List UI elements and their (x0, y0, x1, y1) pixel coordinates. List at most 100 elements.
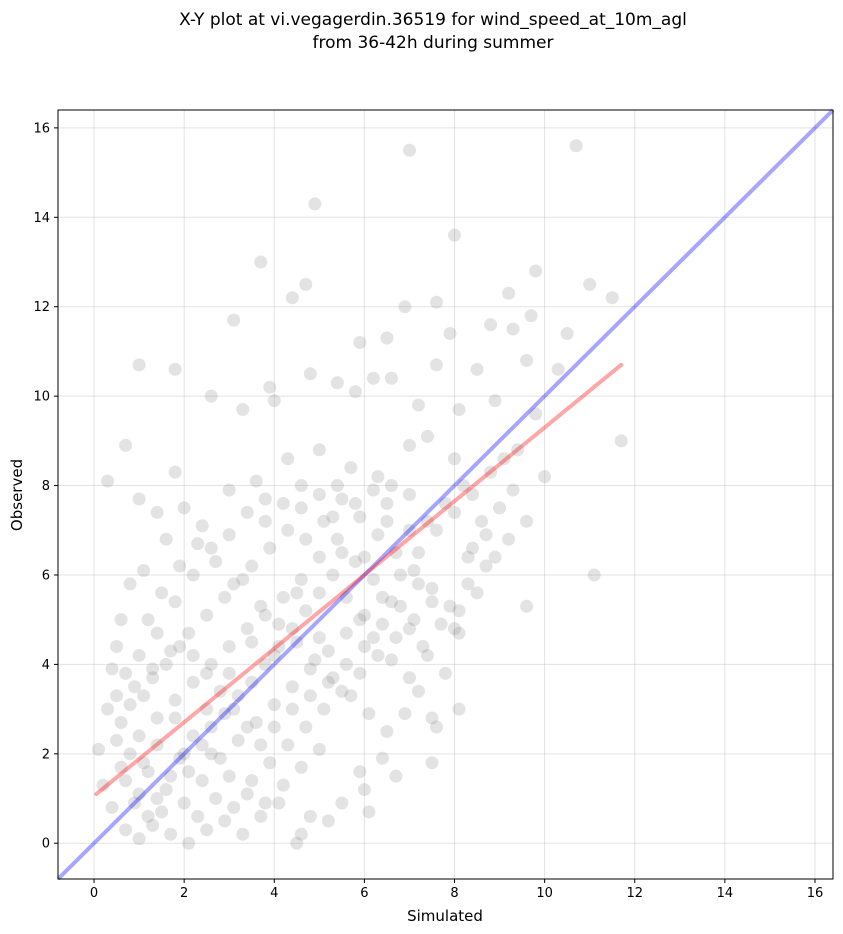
data-point-15 (529, 264, 543, 278)
x-tick-label-6: 6 (360, 886, 368, 901)
data-point-148 (466, 488, 480, 501)
data-point-27 (380, 331, 394, 345)
data-point-209 (371, 648, 385, 662)
data-point-165 (407, 564, 421, 578)
data-point-118 (312, 550, 326, 564)
data-point-59 (389, 769, 403, 783)
data-point-36 (303, 367, 317, 381)
data-point-117 (330, 532, 344, 546)
data-point-145 (411, 546, 425, 560)
data-point-62 (294, 827, 308, 841)
data-point-134 (213, 751, 227, 765)
data-point-239 (182, 765, 196, 779)
data-point-8 (254, 255, 268, 269)
x-axis-ticks: 0 2 4 6 8 10 12 14 16 (90, 879, 823, 901)
data-point-281 (132, 648, 146, 662)
data-point-7 (227, 313, 241, 327)
data-point-218 (173, 640, 187, 654)
x-tick-label-4: 4 (270, 886, 278, 901)
data-point-241 (204, 720, 218, 734)
data-point-289 (402, 523, 416, 537)
data-point-264 (439, 496, 452, 510)
data-point-30 (551, 362, 565, 376)
data-point-216 (146, 671, 160, 685)
data-point-190 (222, 769, 236, 783)
data-point-146 (429, 523, 443, 537)
data-point-65 (150, 505, 164, 519)
data-point-97 (218, 814, 232, 828)
x-tick-label-16: 16 (807, 886, 824, 901)
data-point-21 (443, 327, 457, 341)
y-tick-label-14: 14 (33, 211, 50, 226)
data-point-247 (285, 622, 299, 636)
data-point-149 (484, 465, 498, 479)
data-point-61 (290, 836, 304, 850)
data-point-214 (123, 698, 137, 712)
y-tick-label-0: 0 (42, 837, 50, 852)
data-point-89 (114, 760, 128, 774)
data-point-92 (132, 832, 146, 846)
data-point-155 (227, 577, 241, 591)
data-point-167 (443, 599, 457, 613)
data-point-52 (448, 622, 462, 636)
x-axis-label: Simulated (407, 907, 483, 925)
data-point-129 (123, 747, 137, 761)
data-point-295 (380, 514, 394, 528)
data-point-105 (398, 707, 412, 721)
data-point-180 (308, 653, 322, 667)
data-point-157 (263, 541, 277, 555)
x-tick-label-8: 8 (450, 886, 458, 901)
data-point-133 (195, 774, 209, 788)
data-point-137 (267, 698, 281, 712)
data-point-58 (353, 765, 367, 779)
data-point-152 (173, 559, 187, 573)
data-point-205 (299, 720, 313, 734)
data-point-200 (209, 792, 223, 806)
data-point-125 (186, 675, 200, 689)
data-point-283 (110, 689, 124, 703)
data-point-51 (461, 550, 475, 564)
data-point-235 (141, 809, 155, 823)
data-point-82 (159, 532, 173, 546)
data-point-285 (222, 666, 236, 680)
data-point-213 (114, 716, 128, 730)
data-point-28 (470, 362, 484, 376)
data-point-138 (285, 680, 299, 694)
data-point-163 (371, 528, 385, 542)
data-point-5 (168, 465, 182, 479)
data-point-260 (475, 514, 489, 528)
data-point-275 (240, 505, 254, 519)
data-point-197 (128, 796, 142, 810)
data-point-184 (380, 724, 394, 738)
data-point-115 (366, 572, 380, 586)
data-point-160 (317, 514, 331, 528)
data-point-236 (150, 792, 164, 806)
data-point-90 (105, 800, 119, 814)
data-point-11 (308, 197, 322, 211)
data-point-206 (317, 702, 331, 716)
data-point-34 (263, 380, 277, 394)
data-point-20 (398, 300, 412, 314)
data-point-45 (614, 434, 628, 448)
data-point-267 (384, 479, 398, 493)
data-point-257 (434, 617, 448, 631)
data-point-270 (330, 479, 344, 493)
data-point-245 (258, 657, 272, 671)
data-point-154 (209, 555, 223, 569)
data-point-251 (339, 590, 353, 604)
data-point-194 (150, 738, 164, 752)
y-axis-ticks: 0 2 4 6 8 10 12 14 16 (33, 121, 58, 852)
data-point-143 (375, 590, 389, 604)
data-point-220 (200, 666, 214, 680)
data-point-246 (272, 640, 286, 654)
data-point-237 (164, 769, 178, 783)
data-point-75 (420, 429, 434, 443)
data-point-95 (182, 836, 196, 850)
data-point-88 (110, 733, 124, 747)
data-point-42 (529, 407, 543, 421)
data-point-201 (227, 800, 241, 814)
data-point-151 (155, 586, 169, 600)
data-point-26 (353, 335, 367, 349)
reference-lines (56, 108, 835, 881)
